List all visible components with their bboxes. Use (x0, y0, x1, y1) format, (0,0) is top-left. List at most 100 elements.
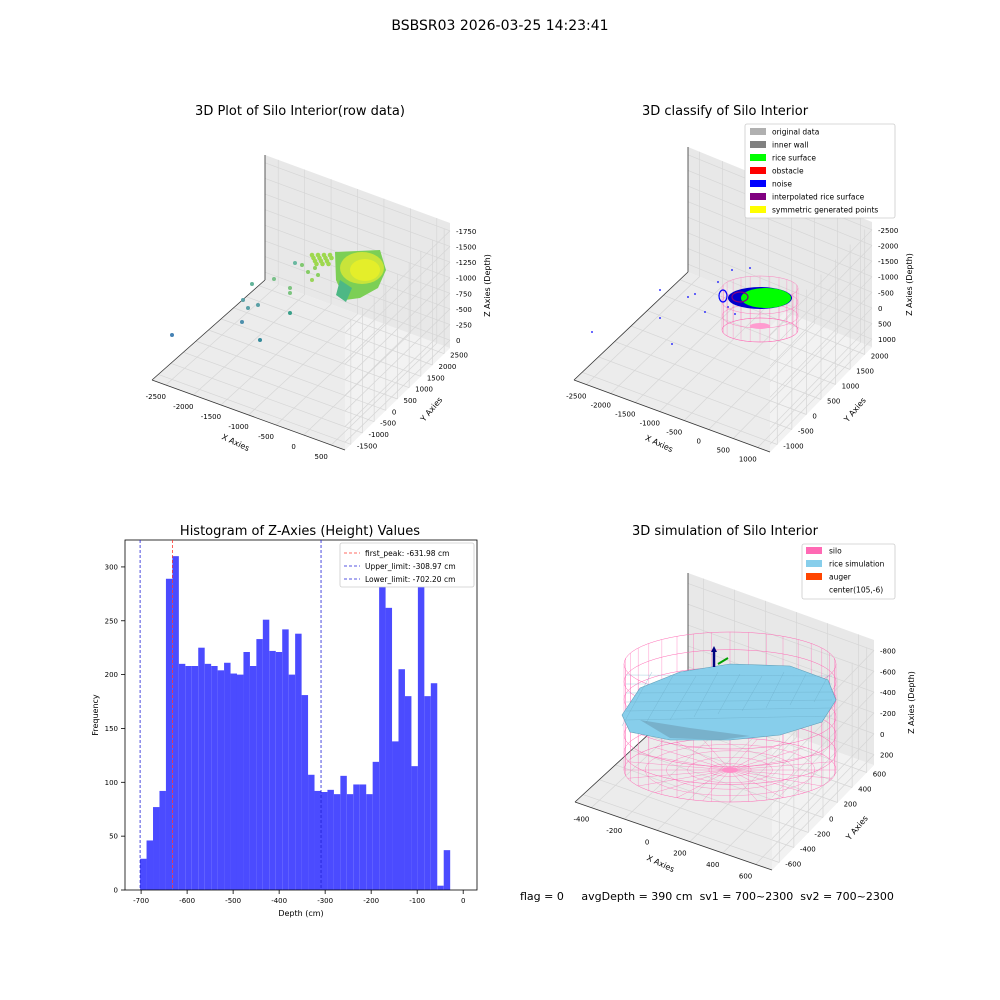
p4-y-tick-label: -400 (800, 846, 816, 854)
histogram-y-tick-label: 0 (114, 887, 118, 895)
p2-noise-point (727, 306, 729, 308)
p1-y-tick-label: -1000 (369, 431, 389, 439)
histogram-y-tick-label: 300 (105, 563, 118, 571)
histogram-bar (140, 858, 147, 890)
p4-rice-mesh (645, 673, 675, 724)
p2-x-tick-label: -1500 (615, 411, 635, 419)
p1-y-axis-label: Y Axies (418, 395, 444, 424)
p2-legend-label: obstacle (772, 167, 804, 176)
p4-legend-label: center(105,-6) (829, 586, 883, 595)
p2-grid-y (582, 371, 778, 445)
histogram-bar (404, 696, 412, 890)
p4-rice-mesh (625, 674, 833, 677)
p2-z-tick-label: 0 (878, 305, 882, 313)
p1-grid-z (344, 261, 451, 365)
p2-y-tick-label: 2000 (871, 353, 889, 361)
p1-grid-z (344, 293, 451, 396)
p1-data-point (316, 273, 320, 277)
p4-z-axis-label: Z Axies (Depth) (907, 671, 916, 734)
p4-silo-floor-spoke (729, 769, 806, 793)
p4-z-tick-label: -600 (880, 668, 896, 676)
histogram-bar (417, 577, 425, 890)
p4-rice-mesh (741, 675, 763, 712)
p2-noise-point (734, 313, 736, 315)
p4-z-tick-label: -200 (880, 710, 896, 718)
p4-y-tick-label: 200 (844, 801, 857, 809)
histogram-y-axis-label: Frequency (91, 694, 100, 736)
p2-x-tick-label: 1000 (739, 456, 757, 464)
p1-y-tick-label: 2500 (450, 352, 468, 360)
p4-silo-floor-spoke (729, 738, 758, 771)
p2-grid-z2 (687, 216, 873, 293)
p1-x-axis-label: X Axies (220, 432, 251, 453)
p4-rice-mesh (669, 675, 697, 721)
histogram-x-tick-label: -600 (179, 897, 195, 905)
p4-silo-floor-ring (687, 757, 773, 783)
p4-grid-z2 (687, 624, 875, 693)
p4-silo-floor-spoke (729, 747, 806, 771)
p2-y-tick-label: 0 (812, 413, 816, 421)
p2-grid-z (769, 323, 873, 429)
p4-silo-floor-spoke (729, 769, 784, 798)
histogram-bar (178, 663, 186, 890)
p2-legend-label: original data (772, 128, 819, 137)
p4-auger-head (711, 646, 717, 652)
histogram-bar (165, 578, 173, 890)
p1-data-point (258, 338, 262, 342)
p1-z-tick-label: -1750 (456, 228, 476, 236)
p2-y-tick-label: 1000 (842, 383, 860, 391)
p4-y-tick-label: 400 (858, 786, 871, 794)
histogram-x-tick-label: -300 (317, 897, 333, 905)
p2-noise-point (687, 296, 689, 298)
p2-legend-label: symmetric generated points (772, 206, 878, 215)
p2-silo-center (750, 323, 770, 329)
histogram-bar (243, 652, 250, 890)
p4-silo-floor-spoke (729, 761, 833, 771)
histogram-legend-label: Lower_limit: -702.20 cm (365, 575, 455, 584)
p2-noise-point (717, 281, 719, 283)
p1-grid-z (344, 339, 451, 443)
p4-grid-y (582, 794, 780, 863)
panel3-title: Histogram of Z-Axies (Height) Values (179, 524, 421, 539)
histogram-y-tick-label: 150 (105, 725, 118, 733)
histogram-bar (217, 670, 225, 890)
p2-legend-label: inner wall (772, 141, 809, 150)
p4-y-tick-label: -200 (814, 831, 830, 839)
p2-grid-z (769, 338, 873, 445)
p1-data-point (300, 263, 304, 267)
histogram-frame (124, 539, 478, 891)
histogram-bar (262, 619, 270, 890)
histogram-bar (211, 666, 218, 890)
p2-noise-arc (718, 289, 728, 303)
histogram-bar (282, 629, 289, 890)
p4-legend: silo rice simulation auger center(105,-6) (801, 543, 896, 600)
p2-x-axis-label: X Axies (644, 433, 675, 454)
p2-legend-swatch (750, 180, 766, 187)
histogram-bar (340, 775, 347, 890)
p4-silo-floor-spoke (729, 742, 784, 771)
p4-legend-label: auger (829, 573, 852, 582)
p4-silo-floor-spoke (729, 769, 822, 787)
p4-silo-floor-spoke (729, 753, 822, 771)
footer-sv1: sv1 = 700~2300 (699, 890, 794, 903)
p1-data-point (313, 266, 317, 270)
p2-z-tick-label: -1000 (878, 274, 898, 282)
footer-status: flag = 0 avgDepth = 390 cm sv1 = 700~230… (520, 890, 894, 903)
histogram-y-tick-label: 50 (109, 833, 118, 841)
p2-noise-point (591, 331, 593, 333)
p4-silo-floor-center (722, 767, 738, 773)
p4-rice-mesh (621, 671, 653, 727)
p4-x-axis-label: X Axies (645, 853, 676, 874)
histogram-bar (295, 633, 302, 890)
p1-grid-y (183, 351, 375, 422)
footer-avg-depth: avgDepth = 390 cm (581, 890, 693, 903)
histogram-bar (301, 695, 309, 890)
p2-noise-point (749, 267, 751, 269)
p4-silo-floor-ring (645, 744, 815, 796)
p1-x-axis-line (151, 379, 346, 451)
p1-grid-y (220, 318, 410, 388)
p2-noise-point (731, 269, 733, 271)
p2-noise-point (671, 343, 673, 345)
p1-y-tick-label: -1500 (357, 442, 377, 450)
p2-grid-y (679, 279, 865, 355)
